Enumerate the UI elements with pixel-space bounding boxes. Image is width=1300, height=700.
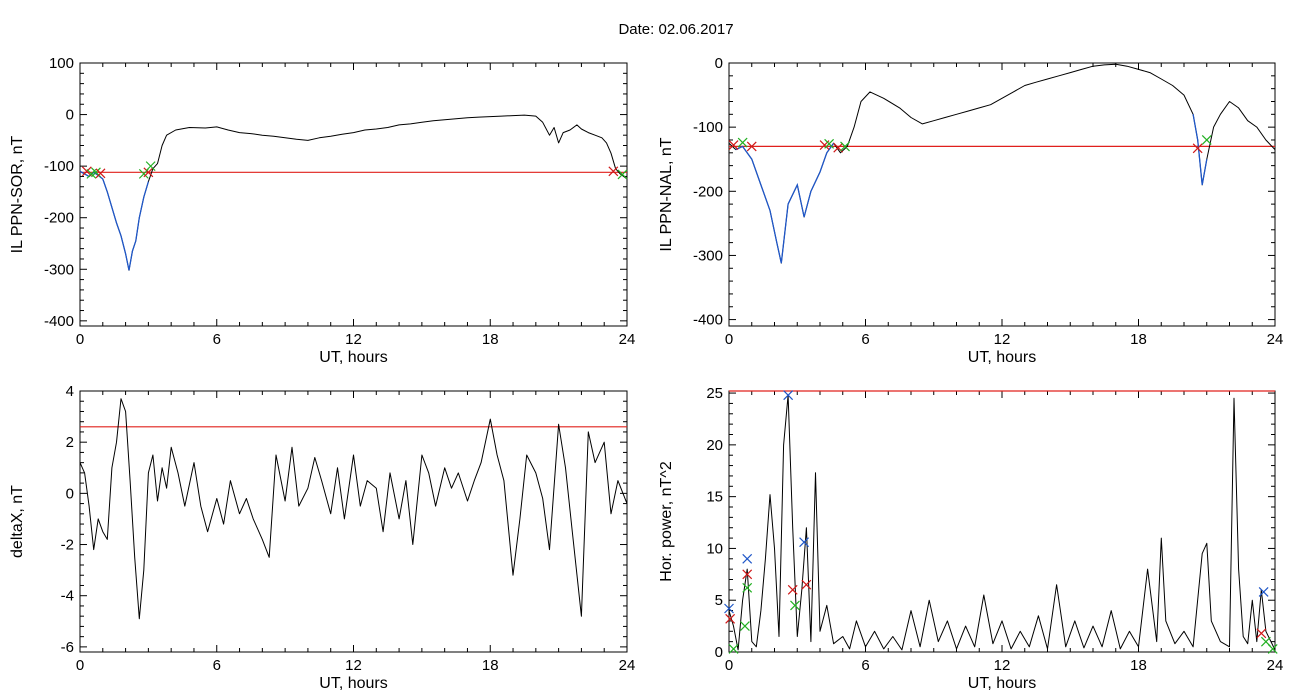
chart-il-ppn-sor: 0 6 12 18 24 -400 -300 -200 -100 0 100 UT, hours IL … <box>9 55 635 366</box>
y-axis-label: IL PPN-SOR, nT <box>9 135 26 253</box>
cross-marker <box>728 140 739 151</box>
x-tick-label: 6 <box>213 331 221 348</box>
y-axis-label: deltaX, nT <box>9 485 26 558</box>
x-tick-label: 12 <box>345 657 362 674</box>
y-tick-label: 0 <box>715 644 723 661</box>
y-tick-label: -400 <box>693 312 723 329</box>
x-tick-label: 6 <box>861 657 869 674</box>
x-tick-label: 0 <box>76 657 84 674</box>
cross-marker <box>143 167 154 178</box>
cross-marker <box>145 161 156 172</box>
x-tick-label: 12 <box>994 657 1011 674</box>
x-tick-label: 18 <box>1130 657 1147 674</box>
cross-marker <box>725 613 736 624</box>
plot-frame <box>728 390 1276 653</box>
highlight-segment <box>1192 114 1208 186</box>
cross-marker <box>1256 628 1267 639</box>
plot-frame <box>79 62 628 327</box>
cross-marker <box>1258 587 1269 597</box>
cross-marker <box>737 137 748 148</box>
y-tick-label: 100 <box>49 55 74 72</box>
cross-marker <box>81 166 92 177</box>
cross-marker <box>799 537 809 548</box>
y-tick-label: -4 <box>61 588 74 605</box>
figure-title: Date: 02.06.2017 <box>618 21 733 38</box>
cross-marker <box>824 138 835 149</box>
y-tick-label: 2 <box>66 434 74 451</box>
y-tick-label: -2 <box>61 537 74 554</box>
chart-hor-power: 0 6 12 18 24 0 5 10 15 20 25 UT, hours Hor. power, n… <box>658 385 1283 692</box>
cross-marker <box>746 141 757 152</box>
cross-marker <box>728 643 739 654</box>
x-tick-label: 0 <box>725 331 733 348</box>
cross-marker <box>724 603 734 614</box>
cross-marker <box>1192 143 1203 154</box>
plot-frame <box>728 62 1276 327</box>
highlight-segment <box>102 178 150 271</box>
series-line <box>728 63 1276 264</box>
cross-marker <box>840 141 850 152</box>
x-tick-label: 6 <box>213 657 221 674</box>
x-axis-label: UT, hours <box>319 349 387 366</box>
cross-marker <box>742 553 753 564</box>
y-tick-label: 20 <box>706 437 723 454</box>
cross-marker <box>787 584 798 595</box>
y-tick-label: -100 <box>693 119 723 136</box>
highlight-segment <box>735 142 835 264</box>
cross-marker <box>617 169 628 180</box>
y-tick-label: 0 <box>715 55 723 72</box>
x-tick-label: 24 <box>1267 657 1284 674</box>
chart-il-ppn-nal: 0 6 12 18 24 -400 -300 -200 -100 0 UT, hours IL PPN… <box>658 55 1283 366</box>
series-line <box>79 398 628 620</box>
x-tick-label: 18 <box>482 657 499 674</box>
cross-marker <box>1267 643 1278 654</box>
x-tick-label: 0 <box>76 331 84 348</box>
y-tick-label: 4 <box>66 383 74 400</box>
y-tick-label: 0 <box>66 485 74 502</box>
x-tick-label: 0 <box>725 657 733 674</box>
y-tick-label: 25 <box>706 385 723 402</box>
cross-marker <box>790 600 800 611</box>
x-tick-label: 12 <box>994 331 1011 348</box>
series-line <box>728 394 1276 651</box>
y-tick-label: -6 <box>61 639 74 656</box>
y-tick-label: 0 <box>66 107 74 124</box>
y-tick-label: -300 <box>44 261 74 278</box>
y-tick-label: -200 <box>693 183 723 200</box>
cross-marker <box>742 569 753 580</box>
x-axis-label: UT, hours <box>968 349 1036 366</box>
y-tick-label: 15 <box>706 489 723 506</box>
x-tick-label: 6 <box>861 331 869 348</box>
cross-marker <box>783 390 794 401</box>
y-axis-label: IL PPN-NAL, nT <box>658 137 675 251</box>
x-axis-label: UT, hours <box>968 675 1036 692</box>
x-tick-label: 24 <box>619 657 636 674</box>
cross-marker <box>740 621 750 632</box>
y-tick-label: -400 <box>44 313 74 330</box>
y-axis-label: Hor. power, nT^2 <box>658 461 675 582</box>
cross-marker <box>608 166 619 177</box>
y-tick-label: -300 <box>693 247 723 264</box>
x-tick-label: 24 <box>1267 331 1284 348</box>
series-line <box>79 114 628 271</box>
x-tick-label: 24 <box>619 331 636 348</box>
cross-marker <box>801 579 812 590</box>
x-axis-label: UT, hours <box>319 675 387 692</box>
x-tick-label: 12 <box>345 331 362 348</box>
x-tick-label: 18 <box>482 331 499 348</box>
y-tick-label: 5 <box>715 592 723 609</box>
plot-frame <box>79 390 628 653</box>
cross-marker <box>742 582 753 593</box>
y-tick-label: -200 <box>44 210 74 227</box>
y-tick-label: 10 <box>706 540 723 557</box>
cross-marker <box>1201 135 1212 145</box>
y-tick-label: -100 <box>44 158 74 175</box>
x-tick-label: 18 <box>1130 331 1147 348</box>
cross-marker <box>95 168 106 179</box>
